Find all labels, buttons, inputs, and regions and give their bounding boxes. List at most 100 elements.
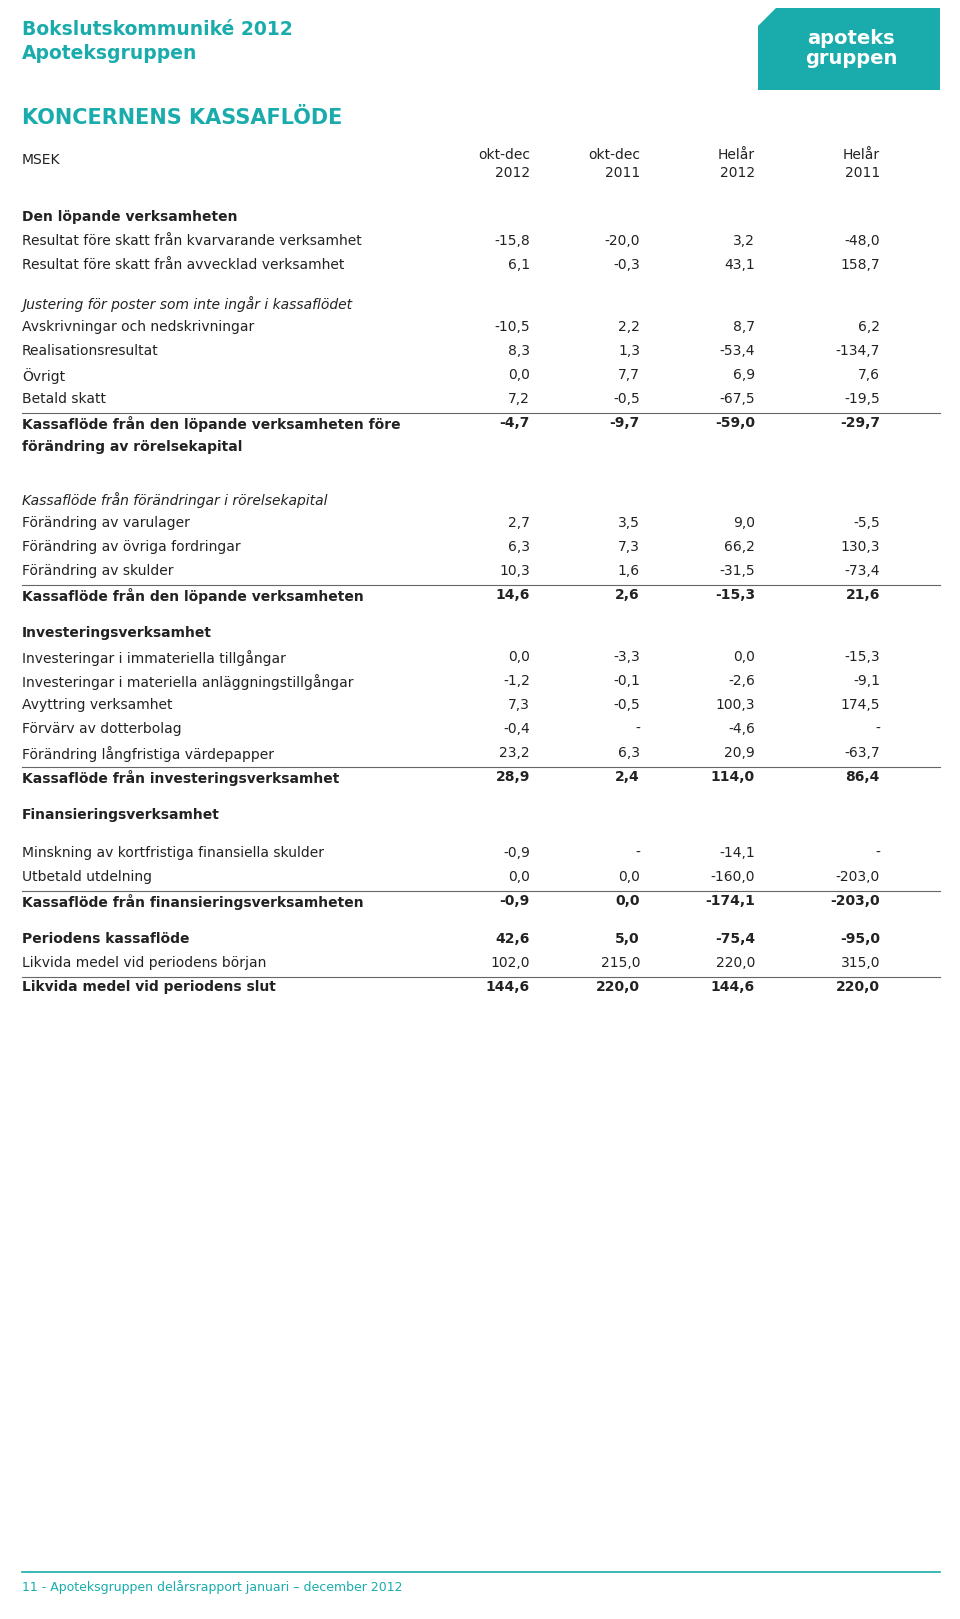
Text: 28,9: 28,9 xyxy=(495,771,530,784)
Text: -10,5: -10,5 xyxy=(494,321,530,334)
Text: 158,7: 158,7 xyxy=(840,257,880,272)
Text: 0,0: 0,0 xyxy=(508,649,530,664)
Text: Den löpande verksamheten: Den löpande verksamheten xyxy=(22,210,237,223)
Text: Investeringsverksamhet: Investeringsverksamhet xyxy=(22,627,212,640)
Text: Helår: Helår xyxy=(718,147,755,162)
Text: Investeringar i materiella anläggningstillgångar: Investeringar i materiella anläggningsti… xyxy=(22,674,353,690)
Text: 6,2: 6,2 xyxy=(858,321,880,334)
Text: 66,2: 66,2 xyxy=(724,541,755,554)
Text: -15,8: -15,8 xyxy=(494,235,530,248)
Text: Avskrivningar och nedskrivningar: Avskrivningar och nedskrivningar xyxy=(22,321,254,334)
Text: 8,3: 8,3 xyxy=(508,343,530,358)
Text: Resultat före skatt från avvecklad verksamhet: Resultat före skatt från avvecklad verks… xyxy=(22,257,345,272)
Text: 130,3: 130,3 xyxy=(841,541,880,554)
Text: 0,0: 0,0 xyxy=(508,869,530,884)
Text: 220,0: 220,0 xyxy=(836,979,880,994)
Text: 1,3: 1,3 xyxy=(618,343,640,358)
Text: 11 - Apoteksgruppen delårsrapport januari – december 2012: 11 - Apoteksgruppen delårsrapport januar… xyxy=(22,1580,402,1595)
Text: 0,0: 0,0 xyxy=(508,368,530,382)
Text: 215,0: 215,0 xyxy=(601,955,640,970)
Text: -15,3: -15,3 xyxy=(715,588,755,602)
Text: -14,1: -14,1 xyxy=(719,847,755,860)
Text: -: - xyxy=(636,722,640,737)
Text: Minskning av kortfristiga finansiella skulder: Minskning av kortfristiga finansiella sk… xyxy=(22,847,324,860)
Text: 6,9: 6,9 xyxy=(732,368,755,382)
Text: -0,1: -0,1 xyxy=(613,674,640,688)
Text: -203,0: -203,0 xyxy=(830,894,880,908)
Text: 7,2: 7,2 xyxy=(508,392,530,406)
Text: -67,5: -67,5 xyxy=(719,392,755,406)
Text: -53,4: -53,4 xyxy=(719,343,755,358)
Text: Helår: Helår xyxy=(843,147,880,162)
Text: 6,1: 6,1 xyxy=(508,257,530,272)
Text: KONCERNENS KASSAFLÖDE: KONCERNENS KASSAFLÖDE xyxy=(22,108,343,128)
Text: Likvida medel vid periodens början: Likvida medel vid periodens början xyxy=(22,955,266,970)
Text: Investeringar i immateriella tillgångar: Investeringar i immateriella tillgångar xyxy=(22,649,286,665)
Text: Justering för poster som inte ingår i kassaflödet: Justering för poster som inte ingår i ka… xyxy=(22,296,352,312)
Text: 102,0: 102,0 xyxy=(491,955,530,970)
Text: okt-dec: okt-dec xyxy=(478,147,530,162)
Text: Apoteksgruppen: Apoteksgruppen xyxy=(22,44,198,63)
Text: 3,2: 3,2 xyxy=(733,235,755,248)
Text: Kassaflöde från finansieringsverksamheten: Kassaflöde från finansieringsverksamhete… xyxy=(22,894,364,910)
Text: -48,0: -48,0 xyxy=(845,235,880,248)
Text: Kassaflöde från den löpande verksamheten före: Kassaflöde från den löpande verksamheten… xyxy=(22,416,400,432)
Text: -0,5: -0,5 xyxy=(613,392,640,406)
Text: 21,6: 21,6 xyxy=(846,588,880,602)
Text: 220,0: 220,0 xyxy=(715,955,755,970)
Text: -0,9: -0,9 xyxy=(503,847,530,860)
Text: 2011: 2011 xyxy=(605,167,640,180)
Text: -20,0: -20,0 xyxy=(605,235,640,248)
Text: Förändring av övriga fordringar: Förändring av övriga fordringar xyxy=(22,541,241,554)
Text: Utbetald utdelning: Utbetald utdelning xyxy=(22,869,152,884)
Text: 7,3: 7,3 xyxy=(508,698,530,712)
Text: -9,7: -9,7 xyxy=(610,416,640,431)
Text: 174,5: 174,5 xyxy=(841,698,880,712)
Text: 10,3: 10,3 xyxy=(499,563,530,578)
Text: -15,3: -15,3 xyxy=(845,649,880,664)
Text: -: - xyxy=(636,847,640,860)
Text: Likvida medel vid periodens slut: Likvida medel vid periodens slut xyxy=(22,979,276,994)
Text: 100,3: 100,3 xyxy=(715,698,755,712)
Text: okt-dec: okt-dec xyxy=(588,147,640,162)
Text: 6,3: 6,3 xyxy=(508,541,530,554)
Text: Förändring av varulager: Förändring av varulager xyxy=(22,516,190,529)
Text: -5,5: -5,5 xyxy=(853,516,880,529)
Text: -174,1: -174,1 xyxy=(706,894,755,908)
Text: -0,4: -0,4 xyxy=(503,722,530,737)
Text: 0,0: 0,0 xyxy=(615,894,640,908)
Text: 0,0: 0,0 xyxy=(733,649,755,664)
Text: Förvärv av dotterbolag: Förvärv av dotterbolag xyxy=(22,722,181,737)
Text: förändring av rörelsekapital: förändring av rörelsekapital xyxy=(22,440,242,453)
Text: -160,0: -160,0 xyxy=(710,869,755,884)
Text: Betald skatt: Betald skatt xyxy=(22,392,106,406)
Text: 42,6: 42,6 xyxy=(495,933,530,945)
Text: 220,0: 220,0 xyxy=(596,979,640,994)
Text: 7,6: 7,6 xyxy=(858,368,880,382)
Text: 23,2: 23,2 xyxy=(499,746,530,759)
Text: 1,6: 1,6 xyxy=(618,563,640,578)
Text: 2,4: 2,4 xyxy=(615,771,640,784)
Text: 9,0: 9,0 xyxy=(733,516,755,529)
Text: Finansieringsverksamhet: Finansieringsverksamhet xyxy=(22,808,220,822)
Text: 6,3: 6,3 xyxy=(618,746,640,759)
Text: -203,0: -203,0 xyxy=(836,869,880,884)
Text: 2,6: 2,6 xyxy=(615,588,640,602)
Text: Avyttring verksamhet: Avyttring verksamhet xyxy=(22,698,173,712)
Text: 7,3: 7,3 xyxy=(618,541,640,554)
Text: Kassaflöde från den löpande verksamheten: Kassaflöde från den löpande verksamheten xyxy=(22,588,364,604)
Text: Periodens kassaflöde: Periodens kassaflöde xyxy=(22,933,189,945)
Text: 2012: 2012 xyxy=(494,167,530,180)
Text: apoteks: apoteks xyxy=(807,29,895,49)
Text: 2011: 2011 xyxy=(845,167,880,180)
Text: MSEK: MSEK xyxy=(22,154,60,167)
Text: -0,3: -0,3 xyxy=(613,257,640,272)
Text: 20,9: 20,9 xyxy=(724,746,755,759)
Text: gruppen: gruppen xyxy=(804,50,898,68)
Text: 8,7: 8,7 xyxy=(733,321,755,334)
Text: 2,7: 2,7 xyxy=(508,516,530,529)
Text: 2012: 2012 xyxy=(720,167,755,180)
Text: -31,5: -31,5 xyxy=(719,563,755,578)
Text: 43,1: 43,1 xyxy=(724,257,755,272)
Text: 86,4: 86,4 xyxy=(846,771,880,784)
